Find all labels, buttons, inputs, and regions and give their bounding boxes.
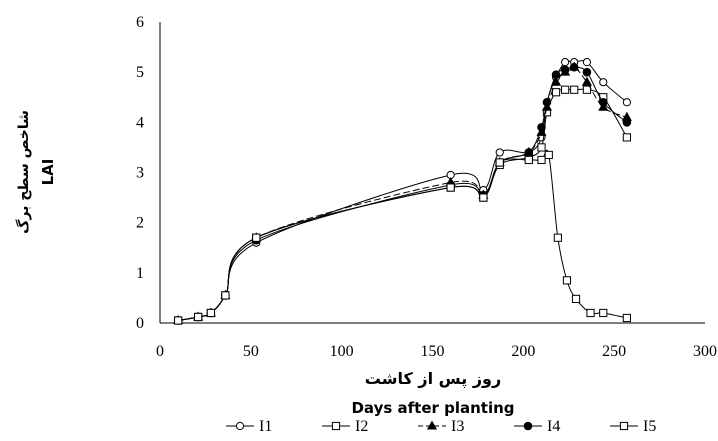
y-tick-label: 0: [136, 315, 144, 332]
series-line-I3: [178, 66, 628, 321]
series-I4: [173, 62, 632, 325]
legend-label: I3: [451, 418, 464, 435]
series-line-I4: [178, 66, 628, 321]
legend-entry-I1: I1: [226, 418, 272, 435]
data-point-I1: [622, 98, 631, 107]
legend-label: I1: [259, 418, 272, 435]
data-point-I2: [561, 85, 570, 94]
legend-marker-I2: [331, 421, 341, 431]
series-line-I1: [178, 60, 628, 321]
legend-label: I4: [547, 418, 560, 435]
data-point-I4: [582, 67, 592, 77]
legend-entry-I3: I3: [418, 418, 464, 435]
x-tick-label: 50: [243, 343, 259, 360]
data-point-I3: [581, 76, 592, 86]
x-tick-label: 0: [156, 343, 164, 360]
legend-label: I5: [643, 418, 656, 435]
series-layer: [173, 58, 632, 325]
data-point-I1: [561, 58, 570, 67]
y-tick-label: 6: [136, 14, 144, 31]
data-point-I5: [622, 313, 631, 323]
data-point-I1: [495, 148, 504, 157]
data-point-I5: [174, 316, 183, 325]
x-tick-label: 300: [693, 343, 717, 360]
data-point-I5: [221, 291, 230, 300]
data-point-I2: [582, 85, 592, 94]
series-I5: [174, 149, 631, 325]
tick-labels: 0 50 100 150 200 250 300 0 1 2 3 4 5 6: [136, 14, 717, 360]
x-axis-title: روز پس از کاشت: [365, 369, 501, 389]
data-point-I5: [553, 233, 562, 242]
data-point-I4: [551, 70, 561, 79]
x-tick-label: 150: [421, 343, 445, 360]
data-point-I4: [622, 118, 632, 127]
data-point-I5: [252, 233, 261, 242]
data-point-I4: [537, 123, 546, 132]
x-tick-label: 200: [511, 343, 535, 360]
legend-marker-I5: [619, 421, 629, 431]
series-I2: [174, 85, 631, 325]
series-I1: [174, 58, 631, 325]
legend-marker-I4: [523, 421, 533, 431]
data-point-I5: [537, 155, 546, 165]
data-point-I4: [569, 62, 579, 72]
y-axis-title: شاخص سطح برگ: [15, 110, 32, 234]
y-tick-label: 5: [136, 64, 144, 81]
legend: I1 I2 I3 I4 I5: [226, 418, 656, 435]
data-point-I5: [524, 155, 533, 165]
data-point-I1: [599, 78, 608, 87]
data-point-I5: [206, 308, 215, 318]
data-point-I2: [537, 143, 546, 152]
legend-label: I2: [355, 418, 368, 435]
y-tick-label: 2: [136, 215, 144, 232]
y-tick-label: 3: [136, 165, 144, 182]
data-point-I3: [550, 76, 562, 86]
x-tick-label: 100: [330, 343, 354, 360]
data-point-I4: [598, 97, 608, 107]
data-point-I1: [582, 58, 592, 67]
data-point-I2: [570, 85, 579, 94]
x-tick-label: 250: [602, 343, 626, 360]
data-point-I4: [524, 148, 534, 157]
data-point-I5: [495, 158, 504, 167]
legend-entry-I4: I4: [514, 418, 560, 435]
axes: [159, 22, 705, 324]
data-point-I5: [586, 308, 595, 318]
data-point-I5: [599, 308, 608, 318]
series-line-I2: [178, 88, 628, 321]
data-point-I2: [622, 133, 631, 142]
data-point-I5: [446, 183, 455, 192]
legend-marker-I1: [235, 421, 245, 431]
data-point-I2: [551, 88, 561, 97]
x-axis-title-en: Days after planting: [351, 399, 514, 417]
data-point-I5: [544, 150, 553, 160]
data-point-I5: [479, 193, 488, 202]
data-point-I4: [560, 65, 570, 74]
y-tick-label: 4: [136, 114, 144, 131]
legend-entry-I2: I2: [322, 418, 368, 435]
y-axis-title-en: LAI: [39, 159, 57, 186]
legend-marker-I3: [426, 420, 438, 430]
data-point-I4: [542, 97, 552, 107]
series-I3: [173, 61, 632, 324]
data-point-I5: [562, 276, 572, 285]
data-point-I5: [571, 294, 581, 304]
data-point-I5: [194, 312, 203, 322]
y-tick-label: 1: [136, 265, 144, 282]
legend-entry-I5: I5: [610, 418, 656, 435]
